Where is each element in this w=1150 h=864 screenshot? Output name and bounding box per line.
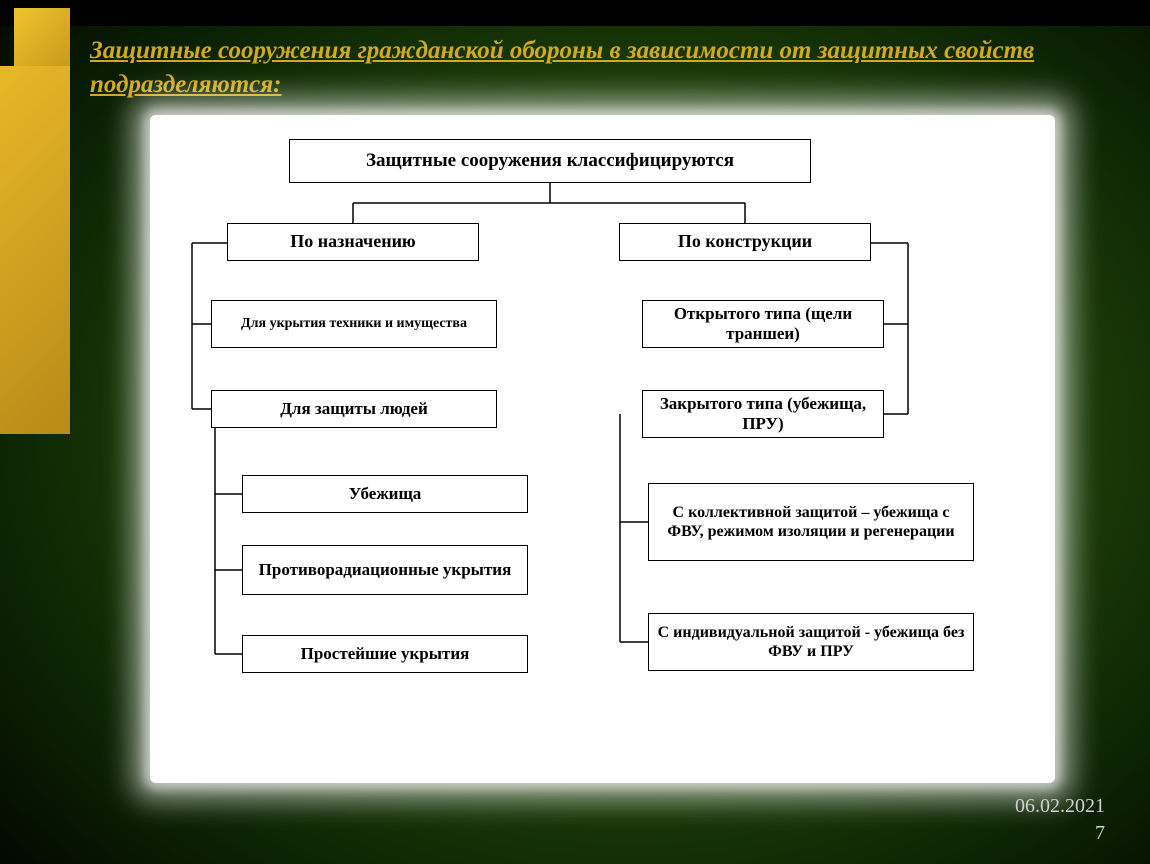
gold-square-accent <box>14 8 70 66</box>
box-constr: По конструкции <box>619 223 871 261</box>
box-collect: С коллективной защитой – убежища с ФВУ, … <box>648 483 974 561</box>
box-purpose: По назначению <box>227 223 479 261</box>
classification-diagram: Защитные сооружения классифицируются По … <box>150 115 1055 783</box>
slide-stage: Защитные сооружения гражданской обороны … <box>0 0 1150 864</box>
box-shelter: Убежища <box>242 475 528 513</box>
slide-number: 7 <box>1045 822 1105 845</box>
slide-date: 06.02.2021 <box>1015 795 1105 818</box>
box-tech: Для укрытия техники и имущества <box>211 300 497 348</box>
box-closed: Закрытого типа (убежища, ПРУ) <box>642 390 884 438</box>
box-indiv: С индивидуальной защитой - убежища без Ф… <box>648 613 974 671</box>
box-radio: Противорадиационные укрытия <box>242 545 528 595</box>
box-open: Открытого типа (щели траншеи) <box>642 300 884 348</box>
box-simple: Простейшие укрытия <box>242 635 528 673</box>
top-bar <box>0 0 1150 26</box>
diagram-panel-wrap: Защитные сооружения классифицируются По … <box>150 115 1055 783</box>
box-root: Защитные сооружения классифицируются <box>289 139 811 183</box>
box-people: Для защиты людей <box>211 390 497 428</box>
slide-title: Защитные сооружения гражданской обороны … <box>90 34 1090 102</box>
gold-strip-accent <box>0 66 70 434</box>
connector-lines <box>150 115 1055 783</box>
